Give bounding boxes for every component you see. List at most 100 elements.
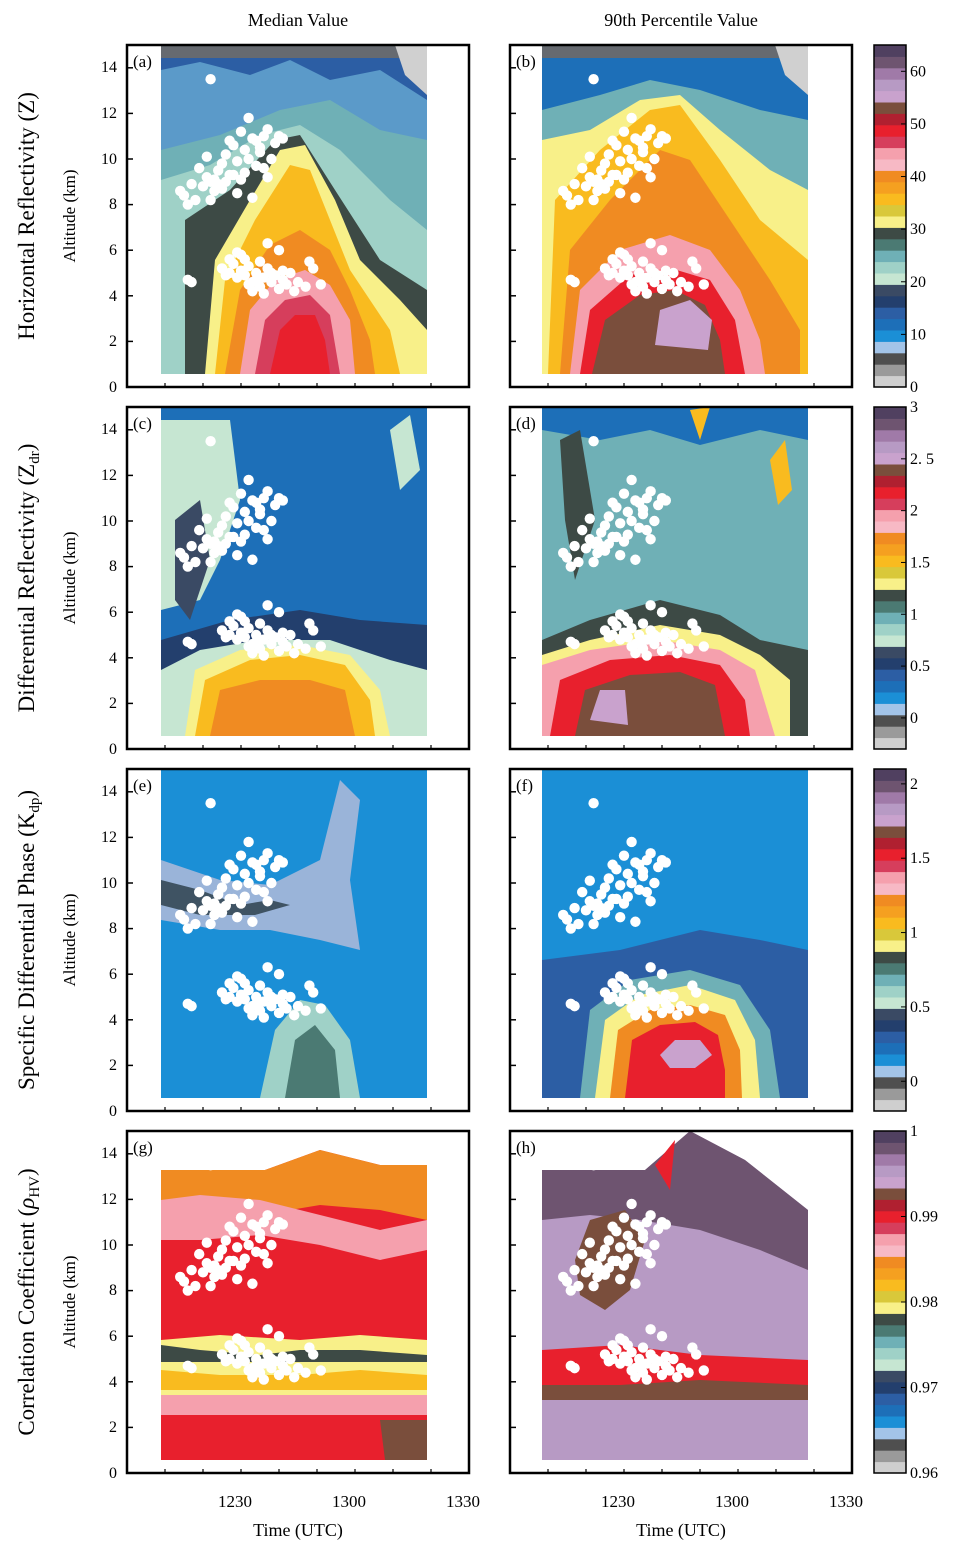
lightning-point xyxy=(254,870,266,882)
colorbar-swatch xyxy=(874,441,906,454)
lightning-point xyxy=(660,627,671,638)
lightning-point xyxy=(258,1248,269,1260)
lightning-point xyxy=(315,1003,326,1014)
lightning-point xyxy=(262,1210,273,1221)
lightning-point xyxy=(251,135,262,146)
colorbar-swatch xyxy=(874,1416,906,1428)
colorbar-tick-label: 1.5 xyxy=(910,554,930,571)
y-tick-label: 2 xyxy=(109,333,117,350)
lightning-point xyxy=(626,474,637,486)
colorbar-swatch xyxy=(874,1088,906,1101)
lightning-point xyxy=(603,149,614,160)
lightning-point xyxy=(216,882,228,893)
colorbar-swatch xyxy=(874,56,906,69)
lightning-point xyxy=(194,524,205,536)
lightning-point xyxy=(262,600,273,611)
lightning-point xyxy=(588,1280,599,1292)
lightning-point xyxy=(622,1356,633,1367)
lightning-point xyxy=(266,629,277,641)
y-tick-label: 2 xyxy=(109,695,117,712)
lightning-point xyxy=(315,641,326,652)
colorbar-swatch xyxy=(874,837,906,850)
lightning-point xyxy=(672,286,683,297)
y-tick-label: 4 xyxy=(109,288,117,305)
colorbar-swatch xyxy=(874,1336,906,1349)
lightning-point xyxy=(266,1353,277,1365)
lightning-point xyxy=(622,506,633,518)
lightning-point xyxy=(618,536,630,547)
colorbar-swatch xyxy=(874,883,906,895)
lightning-point xyxy=(580,543,592,554)
colorbar-swatch xyxy=(874,1131,906,1143)
contour-band xyxy=(390,415,420,490)
colorbar-tick-label: 30 xyxy=(910,221,926,238)
colorbar-swatch xyxy=(874,1065,906,1078)
panel-h: (h) xyxy=(508,1129,854,1475)
colorbar-swatch xyxy=(874,1165,906,1178)
lightning-point xyxy=(258,1374,269,1385)
contour-band xyxy=(770,440,792,505)
colorbar-tick-label: 10 xyxy=(910,326,926,343)
lightning-point xyxy=(615,550,626,561)
lightning-point xyxy=(266,1239,277,1251)
lightning-point xyxy=(599,158,611,169)
lightning-point xyxy=(201,875,212,886)
lightning-point xyxy=(224,254,235,265)
lightning-point xyxy=(262,1324,273,1335)
lightning-point xyxy=(573,918,584,930)
colorbar-swatch xyxy=(874,375,906,388)
lightning-point xyxy=(175,547,186,559)
colorbar-swatch xyxy=(874,962,906,975)
row-title-z: Horizontal Reflectivity (Z) xyxy=(14,92,39,340)
lightning-point xyxy=(205,798,216,809)
colorbar-swatch xyxy=(874,1031,906,1044)
lightning-point xyxy=(641,650,652,661)
lightning-point xyxy=(672,648,683,659)
lightning-point xyxy=(266,153,277,165)
lightning-point xyxy=(239,144,250,156)
colorbar-swatch xyxy=(874,1324,906,1337)
lightning-point xyxy=(565,923,576,934)
lightning-point xyxy=(251,1360,262,1372)
lightning-point xyxy=(664,279,675,290)
panel-label: (b) xyxy=(516,52,536,71)
y-tick-label: 0 xyxy=(109,741,117,758)
lightning-point xyxy=(220,994,231,1005)
panel-frame xyxy=(508,767,854,1113)
lightning-point xyxy=(672,1372,683,1383)
lightning-point xyxy=(224,135,235,146)
lightning-point xyxy=(603,1356,614,1367)
lightning-point xyxy=(645,896,656,907)
lightning-point xyxy=(584,151,595,162)
y-tick-label: 8 xyxy=(109,558,117,575)
y-tick-label: 6 xyxy=(109,242,117,259)
lightning-point xyxy=(243,515,254,527)
panel-c: (c) xyxy=(125,405,471,751)
lightning-points xyxy=(558,1160,709,1385)
colorbar-frame xyxy=(873,406,907,750)
colorbar-swatch xyxy=(874,680,906,693)
lightning-point xyxy=(656,645,668,657)
lightning-point xyxy=(300,281,311,292)
lightning-point xyxy=(622,994,633,1005)
lightning-point xyxy=(254,1232,266,1244)
colorbar-swatch xyxy=(874,589,906,602)
lightning-point xyxy=(626,112,637,124)
colorbar-swatch xyxy=(874,475,906,488)
lightning-point xyxy=(588,194,599,206)
lightning-point xyxy=(182,1285,193,1296)
lightning-point xyxy=(698,641,709,652)
y-tick-label: 12 xyxy=(101,829,117,846)
lightning-point xyxy=(224,978,235,989)
y-tick-label: 0 xyxy=(109,1465,117,1482)
colorbar-swatch xyxy=(874,429,906,442)
lightning-point xyxy=(235,611,247,622)
lightning-point xyxy=(698,1365,709,1376)
lightning-point xyxy=(292,276,304,288)
lightning-point xyxy=(175,1271,186,1283)
lightning-point xyxy=(243,877,254,889)
lightning-point xyxy=(656,1007,668,1019)
lightning-point xyxy=(251,636,262,648)
xlabel-left: Time (UTC) xyxy=(253,1520,343,1541)
colorbar-swatch xyxy=(874,646,906,659)
